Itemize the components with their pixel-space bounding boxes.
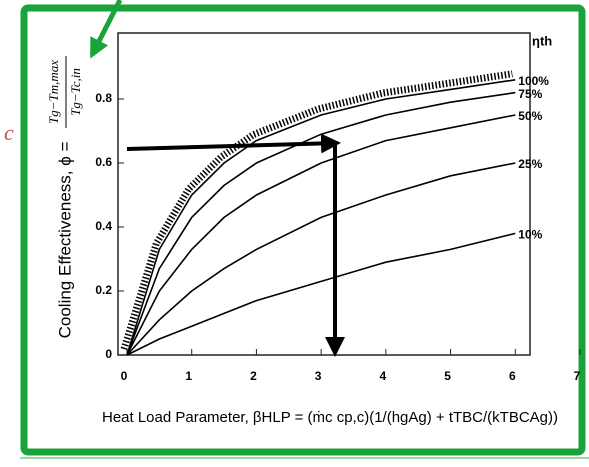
x-tick-label: 7 [574,369,581,383]
y-tick-label: 0.6 [95,155,112,169]
x-tick-label: 4 [380,369,387,383]
y-label-numerator: Tg−Tm,max [46,60,61,124]
y-tick-label: 0.8 [95,91,112,105]
legend-title: ηth [532,33,552,48]
y-tick-label: 0.2 [95,283,112,297]
hatch-band [120,70,513,351]
series-line [126,79,516,356]
x-axis-label: Heat Load Parameter, βHLP = (ṁc cp,c)(1/… [102,409,558,426]
x-tick-label: 3 [315,369,322,383]
series-line [126,91,516,356]
y-axis-label: Cooling Effectiveness, ϕ = [55,142,74,339]
x-tick-label: 1 [185,369,192,383]
plot-frame [117,32,531,356]
series-label: 75% [518,87,542,101]
series-label: 25% [518,157,542,171]
x-tick-label: 5 [444,369,451,383]
series-label: 100% [518,74,549,88]
series-line [126,232,516,356]
series-label: 10% [518,228,542,242]
x-tick-label: 0 [121,369,128,383]
x-tick-label: 6 [509,369,516,383]
frame [20,4,586,456]
pointer-arrow [89,0,123,59]
series-label: 50% [518,109,542,123]
fragment: c [4,120,14,145]
y-tick-label: 0 [105,347,112,361]
series-line [126,162,516,356]
x-tick-label: 2 [250,369,257,383]
series-line [126,114,516,356]
y-tick-label: 0.4 [95,219,112,233]
annotation-arrow [126,133,341,154]
y-label-denominator: Tg−Tc,in [68,68,83,116]
